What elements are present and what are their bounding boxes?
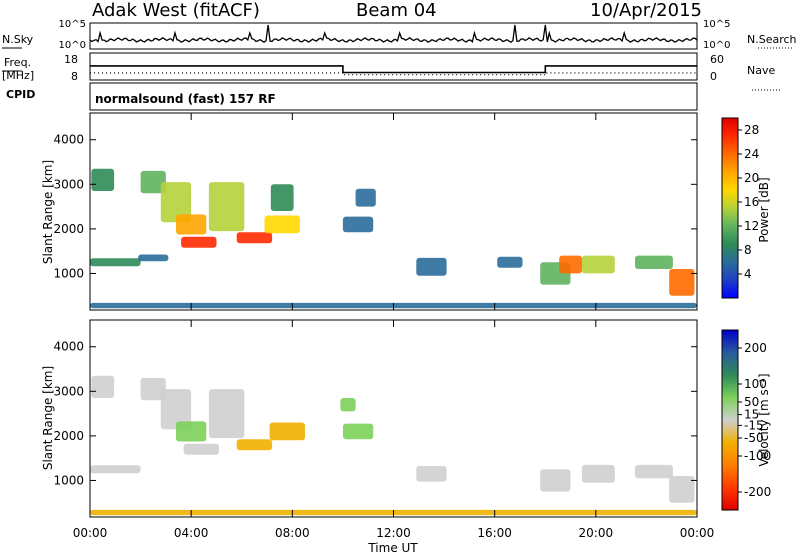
velocity-ytick-label: 2000	[53, 429, 84, 443]
velocity-ytick-label: 1000	[53, 473, 84, 487]
nave-series	[90, 72, 697, 76]
velocity-colorbar-tick-label: -15	[744, 418, 764, 432]
velocity-colorbar-tick-label: -100	[744, 449, 771, 463]
station-title: Adak West (fitACF)	[92, 0, 260, 21]
time-xtick-label: 12:00	[376, 526, 411, 540]
time-xtick-label: 08:00	[275, 526, 310, 540]
power-feature	[91, 168, 115, 191]
power-feature	[208, 182, 245, 232]
power-ytick-label: 2000	[53, 222, 84, 236]
velocity-ytick-label: 4000	[53, 340, 84, 354]
power-feature	[355, 188, 376, 207]
cpid-text: normalsound (fast) 157 RF	[95, 92, 276, 106]
power-feature	[264, 215, 300, 234]
power-colorbar-label: Power [dB]	[757, 177, 771, 242]
velocity-feature	[340, 398, 356, 412]
power-feature	[160, 182, 192, 223]
velocity-feature	[91, 375, 115, 398]
noise-tick-top-left: 10^5	[59, 19, 86, 30]
freq-series	[90, 65, 697, 74]
noise-tick-top-right: 10^5	[703, 19, 730, 30]
power-colorbar-tick-label: 24	[744, 147, 759, 161]
noise-tick-bottom-left: 10^0	[59, 40, 86, 51]
time-xtick-label: 20:00	[579, 526, 614, 540]
power-feature	[559, 255, 582, 274]
velocity-colorbar-label: Velocity [m s⁻¹]	[757, 373, 771, 466]
time-xtick-label: 04:00	[174, 526, 209, 540]
velocity-feature	[269, 422, 305, 441]
power-feature	[90, 258, 141, 267]
power-feature	[497, 256, 523, 268]
freq-tick-top: 18	[64, 53, 78, 66]
power-ytick-label: 4000	[53, 133, 84, 147]
velocity-colorbar-tick-label: 50	[744, 395, 759, 409]
velocity-ylabel: Slant Range [km]	[41, 366, 55, 470]
noise-panel-frame	[89, 22, 698, 50]
velocity-feature	[160, 389, 192, 430]
power-feature	[140, 170, 166, 194]
power-feature	[176, 214, 207, 235]
nave-tick-bottom: 0	[710, 70, 717, 83]
velocity-feature	[176, 421, 207, 442]
noise-tick-bottom-right: 10^0	[703, 40, 730, 51]
power-ylabel: Slant Range [km]	[41, 160, 55, 264]
time-xtick-label: 00:00	[680, 526, 715, 540]
nave-label: Nave	[747, 64, 776, 77]
velocity-feature	[90, 465, 141, 474]
nave-tick-top: 60	[710, 53, 724, 66]
power-colorbar-tick-label: 12	[744, 219, 759, 233]
cpid-panel-frame	[89, 82, 698, 111]
power-feature	[342, 216, 374, 233]
power-feature	[236, 232, 273, 244]
power-feature	[181, 236, 217, 248]
velocity-feature	[540, 469, 571, 492]
date-title: 10/Apr/2015	[590, 0, 702, 21]
power-colorbar	[721, 117, 739, 299]
beam-title: Beam 04	[356, 0, 437, 21]
velocity-feature	[581, 464, 615, 483]
freq-label: Freq.	[4, 56, 32, 69]
velocity-colorbar-tick-label: 100	[744, 377, 767, 391]
power-feature	[270, 184, 294, 211]
velocity-feature	[635, 464, 673, 479]
velocity-feature	[342, 423, 374, 440]
nsearch-label: N.Search	[747, 33, 797, 46]
velocity-panel	[89, 319, 698, 518]
power-feature	[416, 257, 447, 276]
time-xtick-label: 00:00	[73, 526, 108, 540]
velocity-colorbar	[721, 329, 739, 511]
freq-unit: [MHz]	[2, 69, 35, 82]
power-panel	[89, 112, 698, 311]
power-colorbar-tick-label: 16	[744, 195, 759, 209]
power-colorbar-tick-label: 28	[744, 123, 759, 137]
power-ytick-label: 3000	[53, 177, 84, 191]
power-colorbar-tick-label: 4	[744, 267, 752, 281]
velocity-colorbar-tick-label: -200	[744, 485, 771, 499]
velocity-colorbar-tick-label: 200	[744, 341, 767, 355]
velocity-ytick-label: 3000	[53, 384, 84, 398]
velocity-colorbar-tick-label: -50	[744, 431, 764, 445]
power-feature	[581, 255, 615, 274]
cpid-label: CPID	[6, 88, 36, 101]
noise-sky-series	[89, 24, 698, 43]
velocity-feature	[183, 443, 219, 455]
velocity-feature	[236, 439, 273, 451]
power-ytick-label: 1000	[53, 266, 84, 280]
power-feature	[669, 269, 695, 296]
velocity-feature	[208, 389, 245, 439]
power-colorbar-tick-label: 20	[744, 171, 759, 185]
freq-tick-bottom: 8	[71, 70, 78, 83]
velocity-feature	[416, 466, 447, 482]
velocity-feature	[669, 476, 695, 503]
time-xtick-label: 16:00	[477, 526, 512, 540]
velocity-feature	[140, 377, 166, 401]
time-xlabel: Time UT	[367, 541, 418, 554]
power-colorbar-tick-label: 8	[744, 243, 752, 257]
nsky-label: N.Sky	[2, 33, 34, 46]
power-feature	[635, 255, 673, 269]
power-feature	[138, 254, 169, 262]
velocity-colorbar-tick-label: 15	[744, 408, 759, 422]
